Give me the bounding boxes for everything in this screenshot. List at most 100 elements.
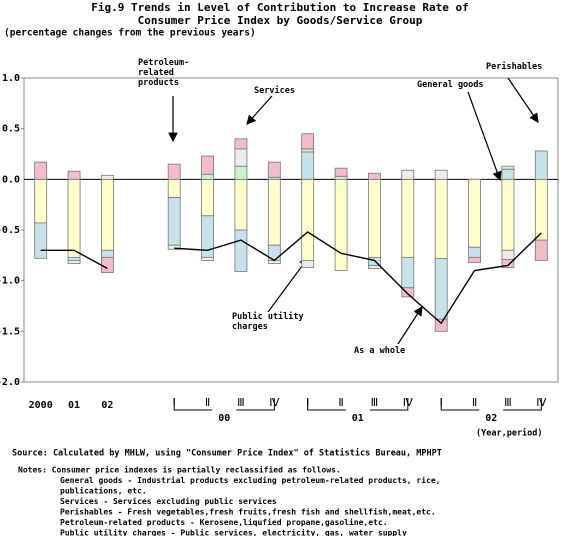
bar-segment [434,178,448,259]
annotation: As a whole [354,346,406,356]
bar-segment [434,257,448,320]
bar-segment [301,259,315,268]
bar-segment [534,150,548,180]
bar-segment [368,178,381,258]
bar-segment [234,165,248,180]
bar-segment [234,178,248,231]
x-tick-label: Ⅲ [504,396,512,409]
note: Petroleum-related products - Kerosene,li… [60,517,388,527]
annotation: General goods [417,80,484,90]
y-tick-label: 1.0 [2,73,20,84]
group-label: 01 [352,413,364,424]
bar-segment [368,172,381,180]
x-tick-label: Ⅲ [237,396,245,409]
note: publications, etc. [60,486,147,496]
annotation: Petroleum-related products [138,58,190,88]
group-bracket [307,398,409,411]
note: Services - Services excluding public ser… [60,496,277,506]
bar-segment [201,173,214,180]
y-tick-label: -1.5 [0,326,20,337]
bar-segment [401,178,415,258]
arrows [168,77,539,345]
bar-segment [67,178,81,258]
bar-segment [401,169,415,180]
bar-segment [34,161,48,180]
bar-segment [468,246,481,258]
y-tick-label: 0.5 [2,124,20,135]
chart-subtitle: (percentage changes from the previous ye… [4,28,256,39]
bar-segment [334,167,348,177]
bar-segment [501,249,515,260]
bar-segment [101,249,114,258]
bar-segment [67,256,81,261]
x-axis-label: (Year,period) [476,428,543,439]
annotation: Services [254,86,295,96]
bar-segment [301,151,315,180]
y-tick-label: -2.0 [0,377,20,388]
chart-title: Consumer Price Index by Goods/Service Gr… [138,14,423,27]
bar-segment [368,265,381,269]
group-label: 00 [218,413,230,424]
bar-segment [334,178,348,271]
note: Perishables - Fresh vegetables,fresh fru… [60,507,436,517]
bar-segment [234,138,248,150]
note: General goods - Industrial products excl… [60,475,441,485]
bar-segment [501,165,515,170]
bar-segment [101,178,114,251]
x-tick-label: 01 [68,400,80,411]
chart-title: Fig.9 Trends in Level of Contribution to… [91,1,469,14]
note: Notes: Consumer price indexes is partial… [18,465,341,475]
bar-segment [401,256,415,289]
bar-segment [201,215,214,258]
bar-segment [534,239,548,261]
bar-segment [167,244,181,250]
bar-segment [301,148,315,153]
bar-segment [534,178,548,241]
bar-segment [267,178,281,246]
bar-segment [301,178,315,261]
bar-segment [167,178,181,198]
x-tick-label: Ⅱ [472,396,477,409]
total-line [40,231,542,325]
bar-segment [201,155,214,175]
bar-segment [501,168,515,180]
bar-segment [67,170,81,180]
source: Source: Calculated by MHLW, using "Consu… [12,448,442,459]
bar-segment [234,229,248,272]
bar-segment [201,178,214,217]
x-tick-label: Ⅲ [371,396,379,409]
y-tick-label: -0.5 [0,225,20,236]
bar-segment [468,256,481,263]
x-tick-label: Ⅱ [205,396,210,409]
group-bracket [173,398,275,411]
bar-segment [301,133,315,150]
bar-segment [167,197,181,246]
group-label: 02 [485,413,497,424]
bar-segment [34,222,48,259]
bar-segment [501,178,515,251]
bar-segment [67,259,81,264]
annotation: Perishables [486,62,543,72]
bar-segment [101,174,114,180]
bar-segment [234,148,248,167]
bar-segment [468,178,481,248]
bar-segment [201,256,214,261]
bar-segment [167,163,181,180]
x-tick-label: 02 [101,400,113,411]
y-tick-label: -1.0 [0,276,20,287]
bar-segment [101,256,114,273]
bar-segment [434,169,448,180]
bar-segment [401,287,415,298]
x-tick-label: Ⅱ [338,396,343,409]
y-tick-label: 0.0 [2,174,20,185]
group-bracket [440,398,542,411]
bar-segment [34,178,48,224]
bar-segment [334,175,348,180]
bar-segment [267,161,281,178]
annotation: Public utility charges [232,312,304,332]
x-tick-label: 2000 [29,400,53,411]
bar-segment [434,318,448,332]
note: Public utility charges - Public services… [60,528,407,536]
